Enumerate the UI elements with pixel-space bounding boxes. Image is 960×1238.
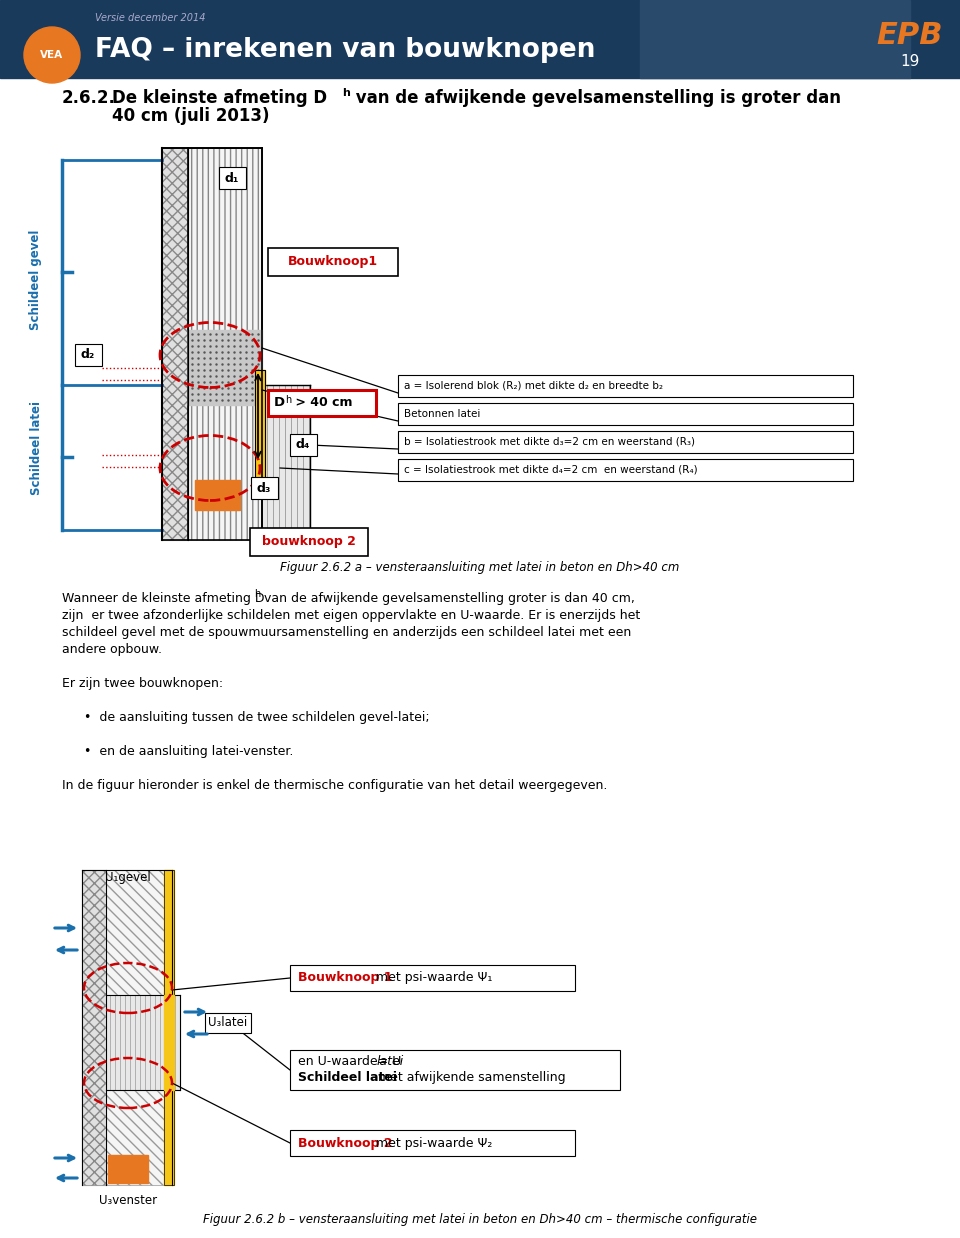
Text: d₁: d₁ xyxy=(225,172,239,184)
Text: 2.6.2.: 2.6.2. xyxy=(62,89,116,106)
Text: Schildeel latei: Schildeel latei xyxy=(30,401,42,495)
Text: U₃venster: U₃venster xyxy=(99,1193,157,1207)
Bar xyxy=(106,995,180,1089)
Text: Figuur 2.6.2 b – vensteraansluiting met latei in beton en Dh>40 cm – thermische : Figuur 2.6.2 b – vensteraansluiting met … xyxy=(203,1213,757,1227)
Bar xyxy=(164,870,174,1185)
Text: Betonnen latei: Betonnen latei xyxy=(404,409,480,418)
Text: h: h xyxy=(285,395,291,405)
Text: a = Isolerend blok (R₂) met dikte d₂ en breedte b₂: a = Isolerend blok (R₂) met dikte d₂ en … xyxy=(404,381,663,391)
Text: met afwijkende samenstelling: met afwijkende samenstelling xyxy=(374,1071,565,1083)
Text: Schildeel latei: Schildeel latei xyxy=(298,1071,397,1083)
Text: FAQ – inrekenen van bouwknopen: FAQ – inrekenen van bouwknopen xyxy=(95,37,595,63)
Text: b = Isolatiestrook met dikte d₃=2 cm en weerstand (R₃): b = Isolatiestrook met dikte d₃=2 cm en … xyxy=(404,437,695,447)
Text: zijn  er twee afzonderlijke schildelen met eigen oppervlakte en U-waarde. Er is : zijn er twee afzonderlijke schildelen me… xyxy=(62,609,640,621)
Text: Bouwknoop 2: Bouwknoop 2 xyxy=(298,1136,393,1150)
Text: D: D xyxy=(274,396,285,410)
Text: Versie december 2014: Versie december 2014 xyxy=(95,14,205,24)
Text: In de figuur hieronder is enkel de thermische configuratie van het detail weerge: In de figuur hieronder is enkel de therm… xyxy=(62,779,608,792)
Bar xyxy=(290,1050,620,1089)
Text: met psi-waarde Ψ₂: met psi-waarde Ψ₂ xyxy=(372,1136,492,1150)
Text: schildeel gevel met de spouwmuursamenstelling en anderzijds een schildeel latei : schildeel gevel met de spouwmuursamenste… xyxy=(62,626,632,639)
Circle shape xyxy=(24,27,80,83)
Bar xyxy=(195,480,240,510)
Text: van de afwijkende gevelsamenstelling is groter dan: van de afwijkende gevelsamenstelling is … xyxy=(350,89,841,106)
Bar xyxy=(0,0,960,78)
Bar xyxy=(398,404,853,425)
Text: en U-waarde= U: en U-waarde= U xyxy=(298,1055,401,1067)
Text: EPB: EPB xyxy=(876,21,944,50)
Bar xyxy=(106,870,172,1185)
Bar xyxy=(188,149,262,540)
Text: •  en de aansluiting latei-venster.: • en de aansluiting latei-venster. xyxy=(84,745,294,758)
Text: 19: 19 xyxy=(900,54,920,69)
Bar xyxy=(290,435,317,456)
Text: > 40 cm: > 40 cm xyxy=(291,396,352,410)
Bar xyxy=(262,385,310,540)
Bar xyxy=(398,459,853,482)
Text: U₃latei: U₃latei xyxy=(208,1016,248,1030)
Bar xyxy=(164,995,174,1089)
Bar xyxy=(219,167,246,189)
Bar xyxy=(162,149,188,540)
Bar xyxy=(398,375,853,397)
Text: Schildeel gevel: Schildeel gevel xyxy=(30,230,42,331)
Text: bouwknoop 2: bouwknoop 2 xyxy=(262,536,356,548)
Bar xyxy=(398,431,853,453)
Text: d₃: d₃ xyxy=(257,482,271,494)
Text: Figuur 2.6.2 a – vensteraansluiting met latei in beton en Dh>40 cm: Figuur 2.6.2 a – vensteraansluiting met … xyxy=(280,562,680,574)
Text: latei: latei xyxy=(377,1055,404,1067)
Text: c = Isolatiestrook met dikte d₄=2 cm  en weerstand (R₄): c = Isolatiestrook met dikte d₄=2 cm en … xyxy=(404,465,698,475)
Text: d₄: d₄ xyxy=(296,438,310,452)
Text: VEA: VEA xyxy=(40,50,63,59)
Bar xyxy=(268,390,376,416)
Text: d₂: d₂ xyxy=(81,349,95,361)
Bar xyxy=(255,370,265,480)
Bar xyxy=(640,0,910,78)
Text: met psi-waarde Ψ₁: met psi-waarde Ψ₁ xyxy=(372,972,492,984)
Bar xyxy=(290,964,575,990)
Bar xyxy=(162,149,188,540)
Bar xyxy=(268,248,398,276)
Text: h: h xyxy=(254,589,260,599)
Bar xyxy=(250,527,368,556)
Text: 40 cm (juli 2013): 40 cm (juli 2013) xyxy=(112,106,270,125)
Bar xyxy=(290,1130,575,1156)
Bar xyxy=(255,370,265,480)
Text: Wanneer de kleinste afmeting D: Wanneer de kleinste afmeting D xyxy=(62,592,265,605)
Bar xyxy=(108,1155,148,1184)
Text: h: h xyxy=(342,88,349,98)
Text: Bouwknoop1: Bouwknoop1 xyxy=(288,255,378,269)
Text: andere opbouw.: andere opbouw. xyxy=(62,643,162,656)
Bar xyxy=(106,870,172,1185)
Bar xyxy=(82,870,106,1185)
Text: De kleinste afmeting D: De kleinste afmeting D xyxy=(112,89,327,106)
Bar xyxy=(188,149,262,540)
Text: •  de aansluiting tussen de twee schildelen gevel-latei;: • de aansluiting tussen de twee schildel… xyxy=(84,711,430,724)
Bar xyxy=(188,331,262,405)
Text: van de afwijkende gevelsamenstelling groter is dan 40 cm,: van de afwijkende gevelsamenstelling gro… xyxy=(260,592,635,605)
Text: U₁gevel: U₁gevel xyxy=(106,872,151,884)
Bar xyxy=(164,870,174,1185)
Bar xyxy=(82,870,106,1185)
Bar xyxy=(75,344,102,366)
Text: Bouwknoop 1: Bouwknoop 1 xyxy=(298,972,393,984)
Text: Er zijn twee bouwknopen:: Er zijn twee bouwknopen: xyxy=(62,677,223,690)
Bar xyxy=(251,477,278,499)
